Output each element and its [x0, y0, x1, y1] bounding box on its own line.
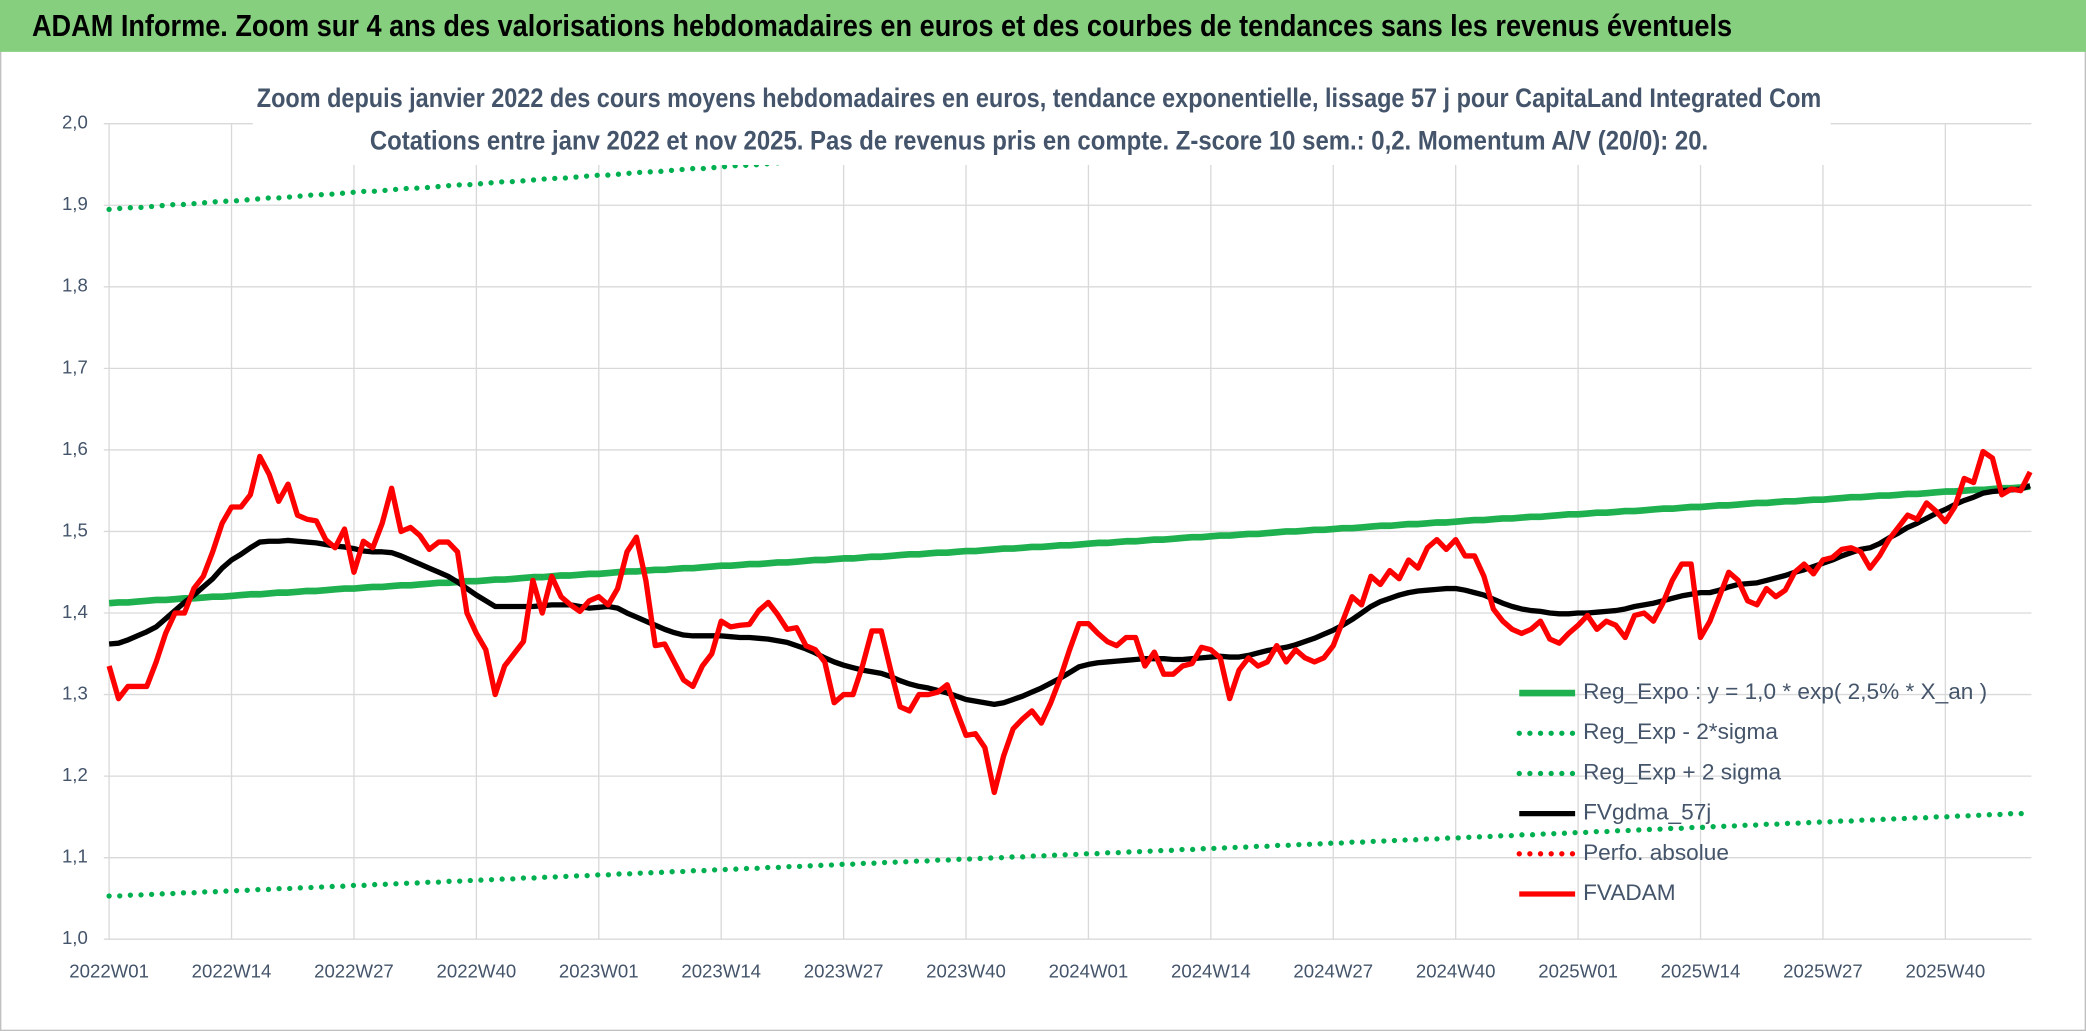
subtitle-box — [252, 77, 1831, 165]
y-tick-label: 1,9 — [62, 193, 88, 214]
y-tick-label: 1,0 — [62, 927, 88, 948]
y-tick-label: 1,3 — [62, 682, 88, 703]
x-tick-label: 2025W40 — [1906, 960, 1986, 981]
x-tick-label: 2024W27 — [1293, 960, 1373, 981]
y-tick-label: 2,0 — [62, 112, 88, 133]
legend-label: Reg_Expo : y = 1,0 * exp( 2,5% * X_an ) — [1583, 679, 1987, 704]
series-line — [106, 448, 2033, 796]
x-tick-label: 2022W14 — [192, 960, 272, 981]
legend-label: Reg_Exp - 2*sigma — [1583, 719, 1778, 744]
x-tick-label: 2025W14 — [1661, 960, 1741, 981]
series-line — [106, 121, 1424, 213]
subtitle: Cotations entre janv 2022 et nov 2025. P… — [370, 125, 1708, 155]
y-tick-label: 1,2 — [62, 764, 88, 785]
y-tick-label: 1,1 — [62, 846, 88, 867]
legend-label: Reg_Exp + 2 sigma — [1583, 759, 1781, 784]
x-tick-label: 2024W14 — [1171, 960, 1251, 981]
series-line — [108, 483, 2031, 708]
axes: 1,0 1,1 1,2 1,3 1,4 1,5 1,6 1,7 1,8 1,9 2,0 2022W01… — [62, 112, 1985, 982]
x-tick-label: 2023W14 — [681, 960, 761, 981]
series-line — [106, 810, 2033, 899]
x-tick-label: 2023W01 — [559, 960, 639, 981]
x-tick-label: 2023W27 — [804, 960, 884, 981]
y-tick-label: 1,5 — [62, 519, 88, 540]
x-tick-label: 2022W27 — [314, 960, 394, 981]
header-bar — [0, 0, 2086, 52]
x-tick-label: 2025W27 — [1783, 960, 1863, 981]
x-tick-label: 2022W01 — [69, 960, 149, 981]
legend: Reg_Expo : y = 1,0 * exp( 2,5% * X_an ) R… — [1516, 679, 1987, 905]
series-line — [108, 483, 2031, 607]
x-tick-label: 2025W01 — [1538, 960, 1618, 981]
x-tick-label: 2024W40 — [1416, 960, 1496, 981]
legend-label: FVgdma_57j — [1583, 800, 1711, 825]
x-tick-label: 2023W40 — [926, 960, 1006, 981]
legend-label: Perfo. absolue — [1583, 840, 1729, 865]
plot-area — [106, 121, 2033, 899]
y-tick-label: 1,7 — [62, 356, 88, 377]
y-tick-label: 1,8 — [62, 275, 88, 296]
chart-title: ADAM Informe. Zoom sur 4 ans des valoris… — [32, 9, 1732, 43]
legend-label: FVADAM — [1583, 880, 1676, 905]
y-tick-label: 1,6 — [62, 438, 88, 459]
x-tick-label: 2022W40 — [437, 960, 517, 981]
x-tick-label: 2024W01 — [1049, 960, 1129, 981]
subtitle: Zoom depuis janvier 2022 des cours moyen… — [257, 83, 1821, 113]
y-tick-label: 1,4 — [62, 601, 88, 622]
